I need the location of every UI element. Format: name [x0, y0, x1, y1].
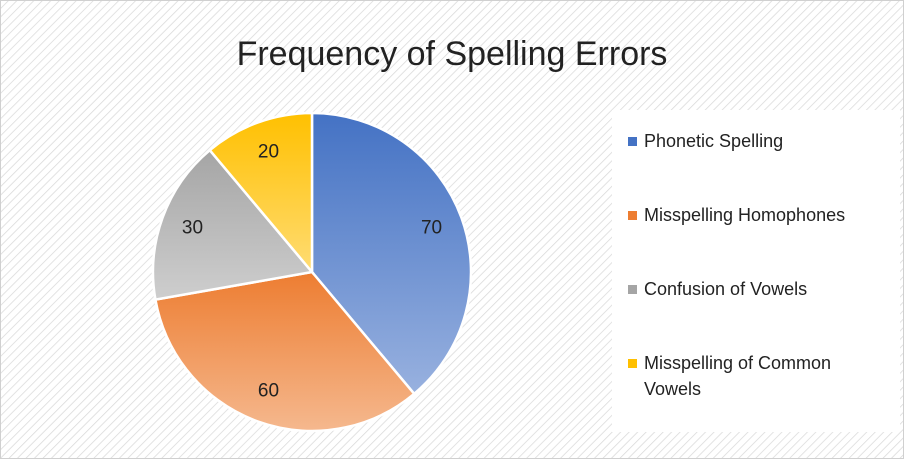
legend: Phonetic Spelling Misspelling Homophones C…: [612, 128, 892, 424]
data-label: 30: [182, 218, 203, 239]
data-label: 60: [258, 381, 279, 402]
pie-slice: [153, 270, 416, 433]
legend-marker: [628, 285, 637, 294]
data-label: 70: [421, 218, 442, 239]
chart-title: Frequency of Spelling Errors: [237, 35, 668, 73]
legend-label: Misspelling Homophones: [644, 205, 846, 225]
legend-label: Misspelling of Common Vowels: [644, 353, 832, 399]
legend-marker: [628, 211, 637, 220]
legend-background: [612, 110, 900, 432]
legend-label: Confusion of Vowels: [644, 279, 808, 299]
legend-item: Misspelling Homophones: [612, 202, 892, 276]
legend-label: Phonetic Spelling: [644, 131, 784, 151]
legend-item: Phonetic Spelling: [612, 128, 892, 202]
legend-marker: [628, 137, 637, 146]
pie-slice: [310, 111, 473, 396]
data-label: 20: [258, 141, 279, 162]
pie-slice: [151, 148, 315, 302]
legend-marker: [628, 359, 637, 368]
pie-slice: [208, 111, 314, 276]
legend-item: Misspelling of Common Vowels: [612, 350, 892, 424]
pie: 70 60 30 20: [151, 111, 473, 433]
legend-item: Confusion of Vowels: [612, 276, 892, 350]
